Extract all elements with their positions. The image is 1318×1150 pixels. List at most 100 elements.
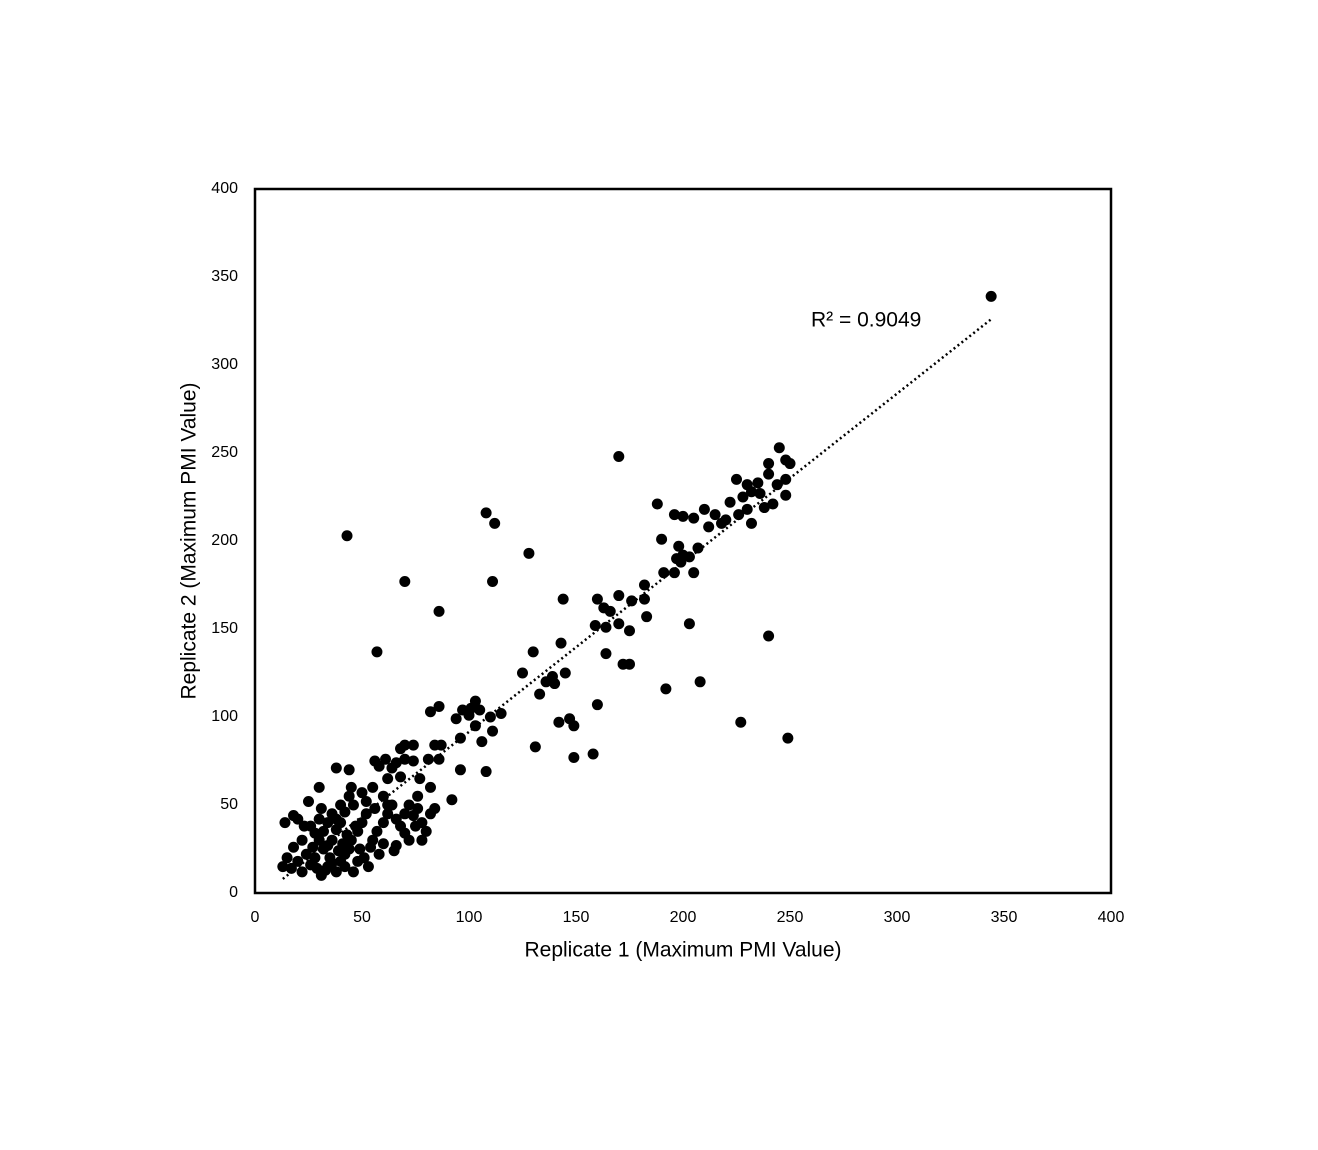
point [446, 794, 458, 806]
point [638, 579, 650, 591]
point [495, 707, 507, 719]
y-tick-label: 400 [211, 180, 238, 197]
point [698, 503, 710, 515]
point [624, 625, 635, 637]
point [553, 716, 565, 728]
point [433, 753, 445, 765]
point [735, 716, 747, 728]
point [429, 803, 441, 815]
point [758, 502, 770, 514]
point [390, 839, 402, 851]
point [399, 808, 411, 820]
point [656, 533, 668, 545]
point [435, 739, 447, 751]
point [382, 799, 394, 811]
point [410, 820, 421, 832]
point [416, 834, 428, 846]
point [352, 855, 364, 867]
point [692, 542, 704, 554]
point [403, 799, 415, 811]
x-tick-label: 150 [563, 909, 590, 926]
point [371, 825, 383, 837]
point [320, 864, 332, 876]
point [412, 790, 424, 802]
point [369, 803, 381, 815]
point [660, 683, 672, 695]
point [424, 781, 436, 793]
point [474, 704, 486, 716]
point [412, 803, 424, 815]
point [709, 509, 721, 521]
point [763, 630, 775, 642]
point [339, 861, 351, 873]
y-tick-label: 0 [229, 884, 238, 901]
point [303, 795, 314, 807]
point [985, 290, 997, 302]
point [784, 458, 796, 470]
point [741, 503, 753, 515]
point [360, 795, 372, 807]
point [555, 637, 567, 649]
point [780, 473, 792, 485]
x-tick-label: 400 [1098, 909, 1125, 926]
point [763, 468, 775, 480]
point [341, 829, 353, 841]
point [373, 760, 385, 772]
point [407, 755, 419, 767]
point [517, 667, 528, 679]
point [683, 618, 695, 630]
point [386, 762, 398, 774]
point [463, 709, 475, 721]
x-tick-label: 200 [670, 909, 697, 926]
point [365, 841, 377, 853]
point [317, 825, 329, 837]
point [354, 843, 366, 855]
point [330, 762, 342, 774]
point [487, 575, 499, 587]
point [422, 753, 434, 765]
point [345, 781, 357, 793]
point [424, 706, 436, 718]
point [313, 781, 325, 793]
point [292, 855, 304, 867]
point [296, 866, 308, 878]
point [371, 646, 383, 658]
point [322, 817, 334, 829]
point [668, 567, 680, 579]
point [330, 866, 342, 878]
y-tick-label: 50 [220, 796, 238, 813]
point [341, 530, 353, 542]
trendline [282, 318, 992, 880]
point [380, 753, 392, 765]
y-axis-title: Replicate 2 (Maximum PMI Value) [178, 382, 201, 699]
point [641, 611, 653, 623]
point [745, 486, 757, 498]
point [668, 509, 680, 521]
point [675, 556, 687, 568]
point [613, 618, 625, 630]
point [557, 593, 569, 605]
point [343, 843, 355, 855]
point [313, 813, 325, 825]
point [763, 458, 775, 470]
point [403, 834, 415, 846]
point [343, 790, 355, 802]
point [277, 861, 289, 873]
point [350, 820, 362, 832]
point [737, 491, 749, 503]
point [733, 509, 745, 521]
point [315, 803, 327, 815]
x-tick-label: 0 [251, 909, 260, 926]
point [414, 773, 426, 785]
x-tick-label: 250 [777, 909, 804, 926]
point [677, 510, 689, 522]
point [305, 820, 317, 832]
point [613, 590, 625, 602]
point [292, 813, 304, 825]
point [624, 658, 635, 670]
point [399, 753, 411, 765]
point [454, 764, 466, 776]
r-squared: R² = 0.9049 [811, 309, 921, 332]
point [326, 857, 338, 869]
x-tick-label: 300 [884, 909, 911, 926]
